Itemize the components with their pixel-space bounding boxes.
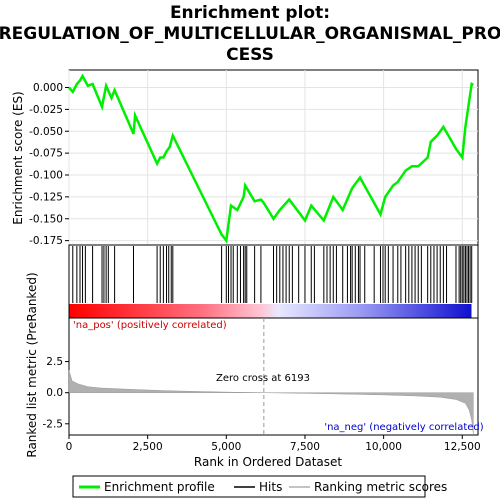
es-y-tick-label: -0.075 — [29, 148, 63, 160]
enrichment-profile-line — [68, 73, 474, 244]
es-y-tick-label: -0.025 — [29, 104, 63, 116]
legend-enrichment-label: Enrichment profile — [104, 480, 215, 494]
title-line-3: CESS — [226, 45, 274, 65]
x-tick-label: 5,000 — [211, 441, 241, 453]
x-tick-label: 12,500 — [444, 441, 481, 453]
x-axis: 0 2,500 5,000 7,500 10,000 12,500 — [66, 435, 481, 453]
title-line-1: Enrichment plot: — [170, 3, 330, 23]
neg-label: 'na_neg' (negatively correlated) — [324, 422, 483, 433]
legend-hits-label: Hits — [259, 480, 282, 494]
es-y-tick-label: -0.150 — [29, 213, 63, 225]
title-line-2: REGULATION_OF_MULTICELLULAR_ORGANISMAL_P… — [0, 24, 500, 44]
hits-marks — [72, 246, 473, 303]
rank-color-bar — [69, 304, 472, 318]
legend-ranking-label: Ranking metric scores — [314, 480, 447, 494]
es-y-tick-label: 0.000 — [33, 82, 63, 94]
zero-cross-label: Zero cross at 6193 — [216, 373, 310, 384]
metric-y-tick-label: 2.5 — [46, 356, 63, 368]
es-y-tick-label: -0.100 — [29, 170, 63, 182]
ranking-metric-area — [68, 370, 474, 434]
x-tick-label: 10,000 — [365, 441, 402, 453]
metric-y-axis-label: Ranked list metric (PreRanked) — [25, 272, 39, 457]
x-tick-label: 0 — [66, 441, 73, 453]
es-y-tick-label: -0.175 — [29, 235, 63, 247]
pos-label: 'na_pos' (positively correlated) — [73, 320, 227, 331]
metric-y-axis: 2.5 0.0 -2.5 — [43, 356, 69, 430]
es-panel — [68, 69, 479, 246]
es-y-tick-label: -0.050 — [29, 126, 63, 138]
x-tick-label: 2,500 — [133, 441, 163, 453]
es-gridlines — [68, 70, 478, 245]
x-tick-label: 7,500 — [290, 441, 320, 453]
es-y-axis-label: Enrichment score (ES) — [11, 91, 25, 224]
metric-panel — [68, 317, 479, 436]
metric-y-tick-label: 0.0 — [46, 387, 63, 399]
x-axis-label: Rank in Ordered Dataset — [194, 455, 342, 469]
es-y-axis: 0.000 -0.025 -0.050 -0.075 -0.100 -0.125 -0.15… — [29, 82, 69, 247]
es-y-tick-label: -0.125 — [29, 191, 63, 203]
metric-y-tick-label: -2.5 — [43, 418, 64, 430]
